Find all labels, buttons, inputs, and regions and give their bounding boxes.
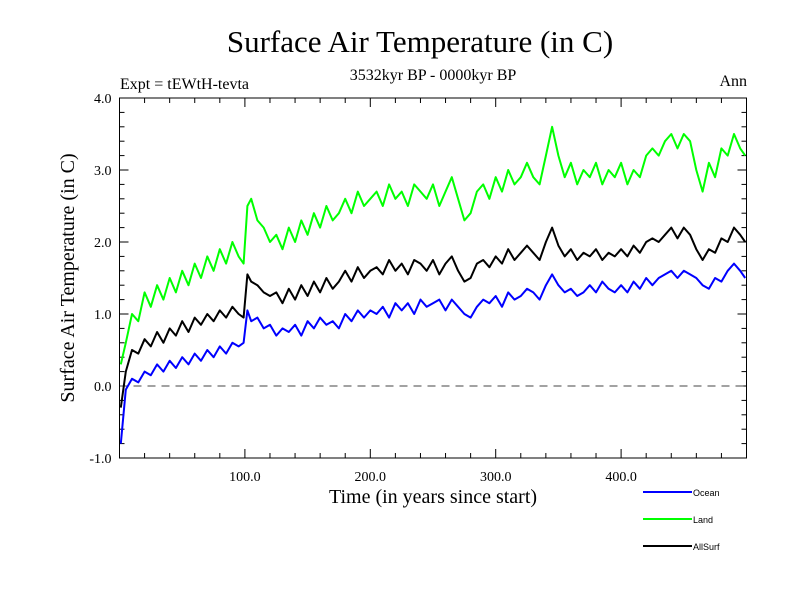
- x-tick-label: 200.0: [355, 470, 387, 485]
- experiment-label: Expt = tEWtH-tevta: [120, 76, 249, 93]
- legend-label-land: Land: [693, 515, 713, 525]
- plot-frame: [119, 97, 747, 459]
- y-tick-label: 4.0: [94, 92, 112, 107]
- series-line-ocean: [119, 262, 747, 444]
- legend: Ocean Land AllSurf: [643, 488, 720, 552]
- x-tick-label: 300.0: [480, 470, 512, 485]
- legend-label-ocean: Ocean: [693, 488, 720, 498]
- y-tick-label: 2.0: [94, 236, 112, 251]
- x-axis-label: Time (in years since start): [329, 486, 537, 508]
- x-tick-label: 400.0: [605, 470, 637, 485]
- chart-subtitle: 3532kyr BP - 0000kyr BP: [350, 67, 517, 84]
- series-line-land: [119, 125, 747, 365]
- y-axis-label: Surface Air Temperature (in C): [57, 153, 79, 402]
- series-line-allsurf: [119, 226, 747, 408]
- y-tick-label: 3.0: [94, 164, 112, 179]
- y-tick-label: -1.0: [89, 452, 111, 467]
- x-tick-label: 100.0: [229, 470, 261, 485]
- legend-label-allsurf: AllSurf: [693, 542, 720, 552]
- tick-labels: 100.0 200.0 300.0 400.0 -1.0 0.0 1.0 2.0 3.0 4.0: [89, 92, 637, 485]
- axis-ticks: [119, 98, 747, 458]
- series-lines: [119, 125, 747, 444]
- season-label: Ann: [719, 73, 747, 90]
- y-tick-label: 1.0: [94, 308, 112, 323]
- chart-title: Surface Air Temperature (in C): [227, 24, 613, 59]
- y-tick-label: 0.0: [94, 380, 112, 395]
